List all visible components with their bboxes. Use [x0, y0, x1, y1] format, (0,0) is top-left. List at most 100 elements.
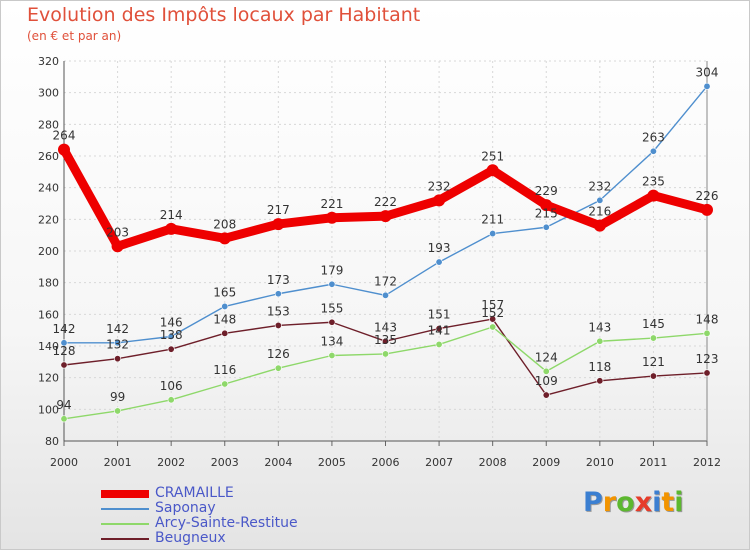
data-point [274, 321, 282, 329]
data-label: 123 [696, 352, 719, 366]
data-point [221, 329, 229, 337]
data-label: 155 [320, 301, 343, 315]
x-tick-label: 2012 [693, 456, 721, 469]
data-label: 232 [428, 179, 451, 193]
x-tick-label: 2007 [425, 456, 453, 469]
data-label: 264 [53, 129, 76, 143]
y-tick-label: 220 [38, 213, 59, 226]
x-tick-label: 2008 [479, 456, 507, 469]
proxiti-logo: Proxiti [583, 487, 684, 518]
legend-label: CRAMAILLE [155, 485, 234, 501]
x-tick-label: 2001 [104, 456, 132, 469]
data-label: 217 [267, 203, 290, 217]
data-point [703, 369, 711, 377]
data-label: 145 [642, 317, 665, 331]
data-label: 221 [320, 197, 343, 211]
legend-label: Beugneux [155, 530, 226, 546]
x-tick-label: 2011 [639, 456, 667, 469]
data-label: 124 [535, 350, 558, 364]
y-tick-label: 200 [38, 245, 59, 258]
data-label: 94 [56, 398, 71, 412]
data-point [272, 218, 285, 231]
data-label: 151 [428, 308, 451, 322]
axes: 80 100 120 140 160 180 200 220 240 260 280 300 320 20… [38, 55, 721, 469]
data-label: 138 [160, 328, 183, 342]
data-point [60, 361, 68, 369]
y-tick-label: 320 [38, 55, 59, 68]
data-point [114, 407, 122, 415]
x-tick-label: 2003 [211, 456, 239, 469]
data-point [274, 364, 282, 372]
logo-letter: r [602, 487, 617, 518]
data-label: 148 [696, 312, 719, 326]
data-point [540, 199, 553, 212]
data-point [433, 194, 446, 207]
y-tick-label: 140 [38, 340, 59, 353]
data-point [328, 280, 336, 288]
logo-letter: P [583, 487, 603, 518]
chart-subtitle: (en € et par an) [27, 29, 122, 43]
x-tick-label: 2005 [318, 456, 346, 469]
data-label: 173 [267, 273, 290, 287]
data-label: 203 [106, 225, 129, 239]
data-label: 148 [213, 312, 236, 326]
logo-letter: t [661, 487, 675, 518]
data-point [325, 211, 338, 224]
logo-letter: x [634, 487, 653, 518]
logo-letter: i [652, 487, 662, 518]
data-point [596, 377, 604, 385]
data-point [596, 337, 604, 345]
chart-title: Evolution des Impôts locaux par Habitant [27, 4, 421, 26]
data-label: 304 [696, 65, 719, 79]
data-point [221, 302, 229, 310]
data-label: 157 [481, 298, 504, 312]
data-point [114, 355, 122, 363]
data-point [596, 196, 604, 204]
data-label: 232 [588, 179, 611, 193]
data-label: 229 [535, 184, 558, 198]
data-point [649, 372, 657, 380]
data-point [58, 143, 70, 156]
data-label: 99 [110, 390, 125, 404]
data-point [489, 323, 497, 331]
series-group [58, 82, 713, 423]
data-point [218, 232, 231, 245]
data-point [489, 230, 497, 238]
data-label: 143 [588, 320, 611, 334]
data-point [381, 291, 389, 299]
data-point [542, 367, 550, 375]
data-label: 235 [642, 175, 665, 189]
data-point [221, 380, 229, 388]
data-point [381, 350, 389, 358]
data-labels: 264 203 214 208 217 221 222 232 251 229 216 235 226 1… [53, 65, 719, 412]
data-label: 222 [374, 195, 397, 209]
data-label: 208 [213, 217, 236, 231]
data-label: 211 [481, 213, 504, 227]
data-point [649, 147, 657, 155]
data-label: 179 [320, 263, 343, 277]
data-label: 142 [53, 322, 76, 336]
legend-swatch [101, 523, 149, 525]
x-tick-label: 2009 [532, 456, 560, 469]
data-point [167, 345, 175, 353]
data-point [435, 258, 443, 266]
y-tick-label: 120 [38, 372, 59, 385]
data-point [165, 222, 178, 235]
legend-swatch [101, 508, 149, 510]
legend-label: Arcy-Sainte-Restitue [155, 515, 298, 531]
data-point [167, 332, 175, 340]
data-label: 226 [696, 189, 719, 203]
data-label: 152 [481, 306, 504, 320]
data-label: 141 [428, 323, 451, 337]
data-point [60, 339, 68, 347]
data-point [593, 219, 606, 232]
data-label: 109 [535, 374, 558, 388]
y-tick-label: 240 [38, 182, 59, 195]
data-point [111, 240, 124, 253]
x-tick-label: 2006 [372, 456, 400, 469]
data-label: 118 [588, 360, 611, 374]
logo-letter: o [616, 487, 635, 518]
data-label: 153 [267, 304, 290, 318]
data-point [647, 189, 660, 202]
